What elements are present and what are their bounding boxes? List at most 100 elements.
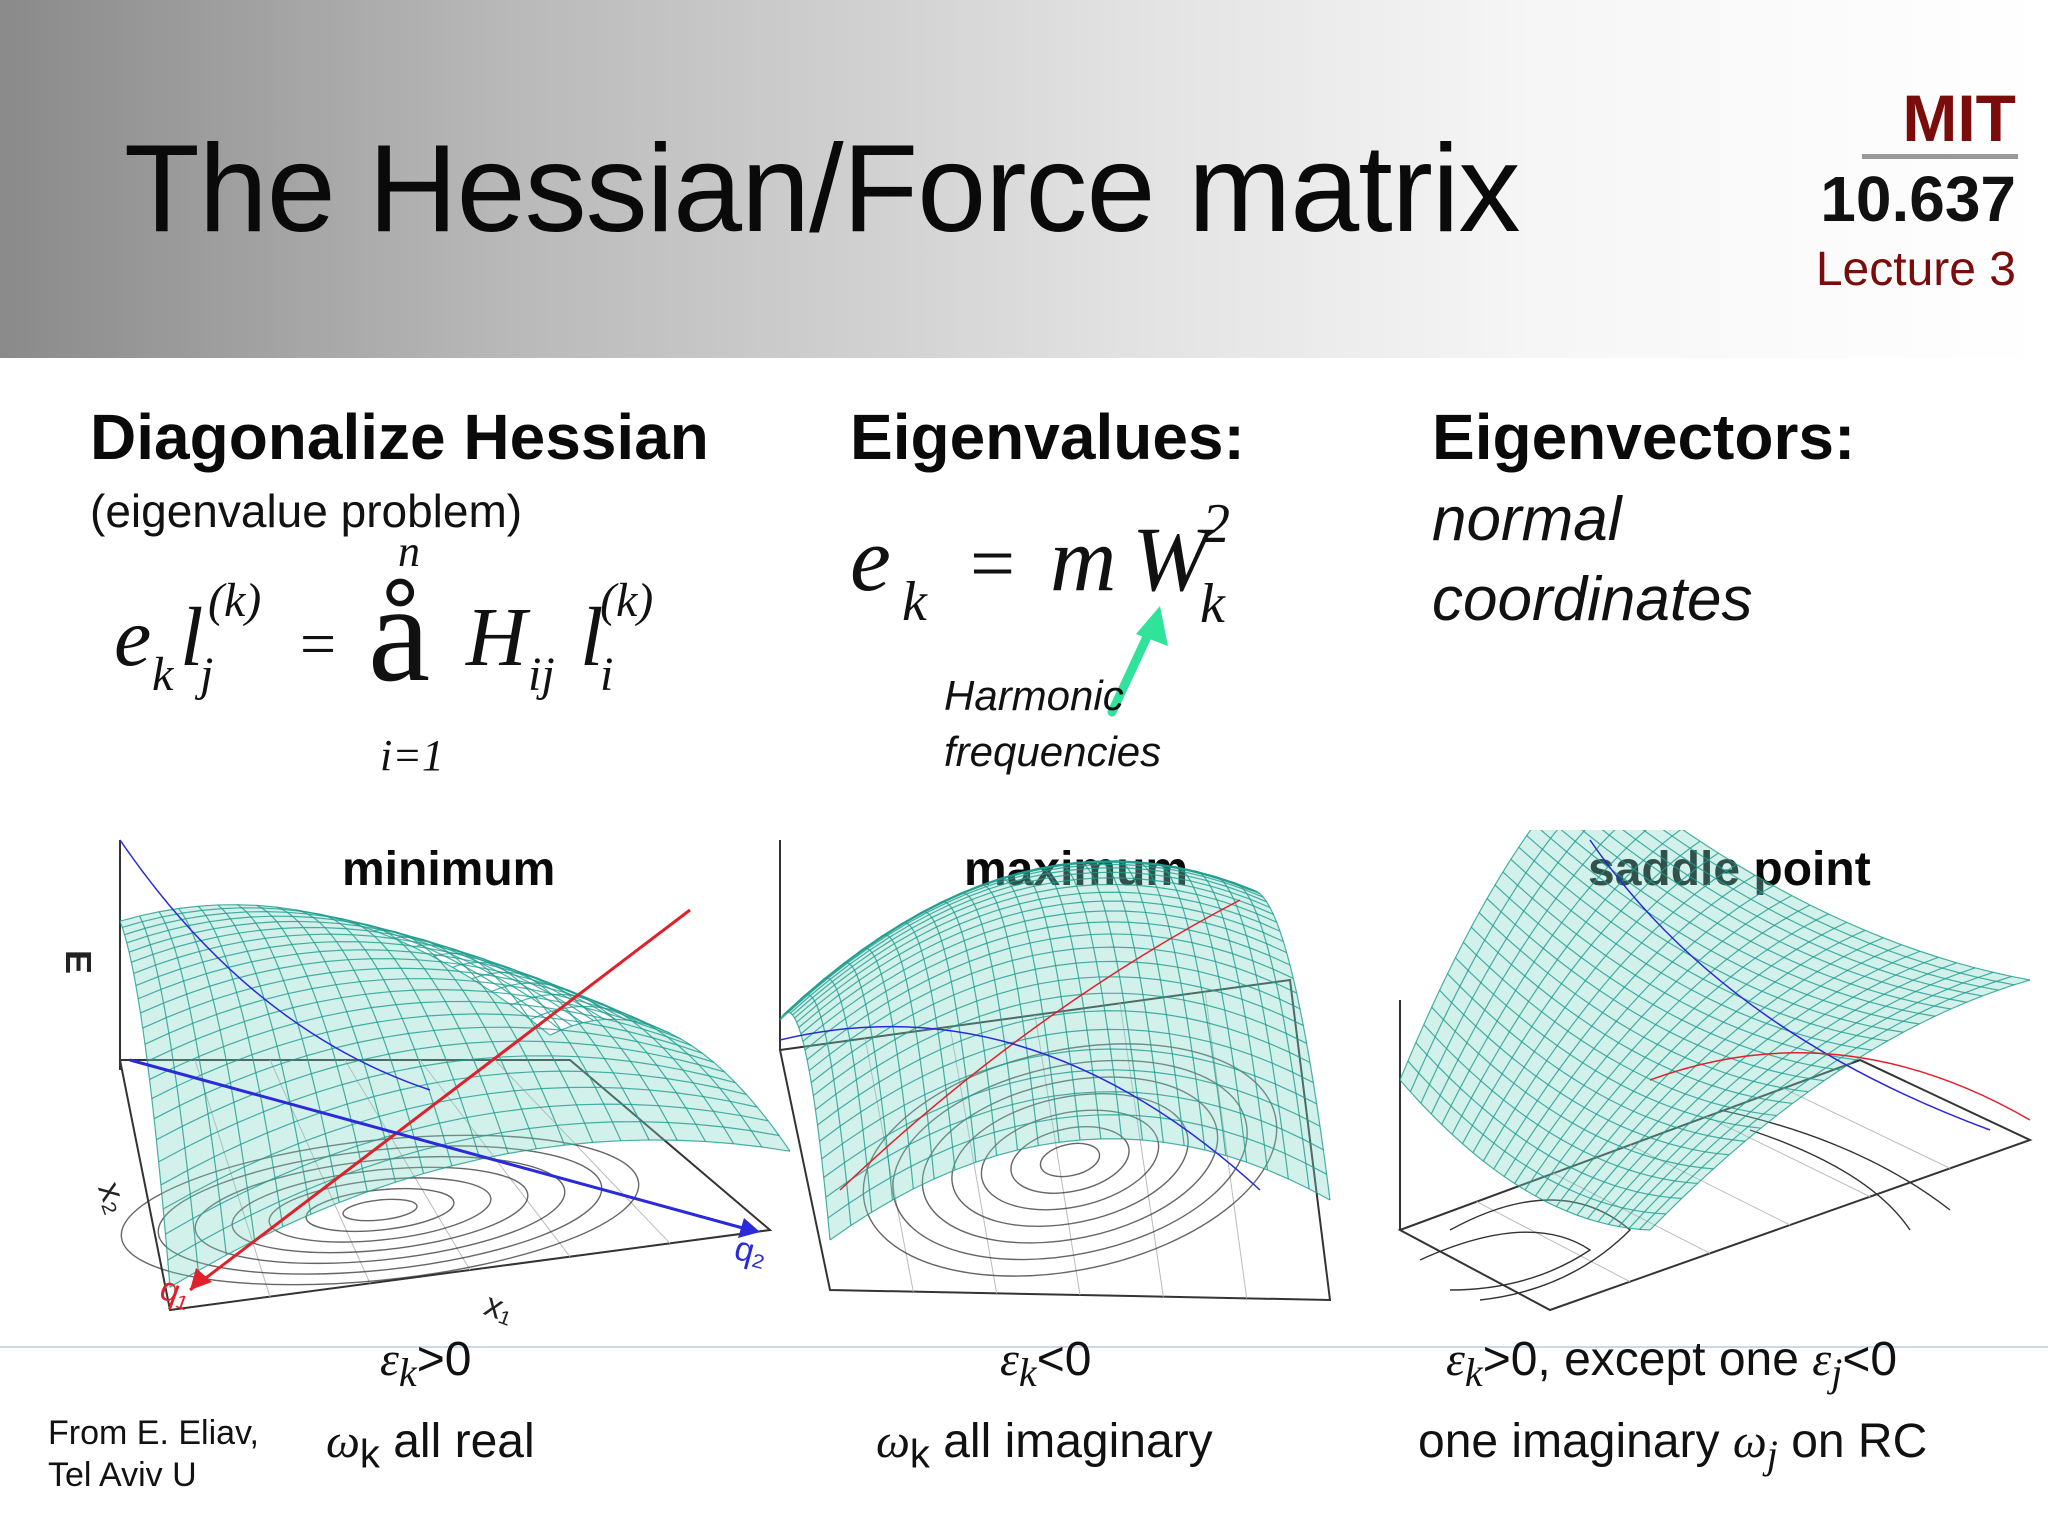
saddle-contour <box>1449 1199 1632 1301</box>
saddle-mesh-line <box>1639 975 2012 1230</box>
saddle-mesh-line <box>1545 921 1847 1202</box>
max-mesh-line <box>806 933 1294 1061</box>
min-floor-grid <box>344 1059 471 1271</box>
eq2-W-sub: k <box>1200 573 1226 635</box>
min-mesh-line <box>167 1121 780 1261</box>
max-mesh-line <box>815 992 1307 1111</box>
max-mesh-line <box>792 871 1271 1016</box>
min-mesh-line <box>140 958 649 1026</box>
saddle-mesh-line <box>1618 967 1976 1227</box>
min-mesh-line <box>156 1040 725 1141</box>
saddle-contour <box>1749 1129 1911 1231</box>
max-curve-red <box>839 899 1241 1191</box>
q2-arrowhead <box>738 1218 760 1238</box>
cond3-eps2: ε <box>1812 1333 1832 1386</box>
max-contour <box>951 1092 1189 1228</box>
eigenvalue-equation: e k l j (k) = å n i=1 H ij l i (k) <box>114 530 653 780</box>
min-mesh-line <box>131 926 605 1020</box>
max-mesh-line <box>804 921 1291 1051</box>
max-mesh-line <box>794 877 1274 1019</box>
eq2-m: m <box>1050 508 1116 610</box>
saddle-mesh-line <box>1482 863 1737 1162</box>
cond3-eps-sub: k <box>1464 1349 1483 1395</box>
eq-sum-symbol: å <box>368 556 430 711</box>
harmonic-frequency-equation: e k = m W 2 k <box>850 493 1230 635</box>
cond1-relation: >0 <box>416 1333 472 1386</box>
eq-equals: = <box>300 608 336 679</box>
cond3-relation: >0, except one <box>1482 1333 1813 1386</box>
min-mesh-line <box>149 1000 693 1080</box>
max-mesh-line <box>802 910 1287 1042</box>
min-floor-grid <box>194 1059 271 1297</box>
saddle-frequency-condition: one imaginary ωj on RC <box>1418 1414 1927 1478</box>
saddle-mesh-line <box>1399 830 1532 1081</box>
saddle-mesh-line <box>1576 944 1902 1216</box>
saddle-surface-mesh <box>1397 830 2033 1312</box>
saddle-mesh-line <box>1430 830 1616 1115</box>
eq-l2-sub: i <box>600 648 613 701</box>
saddle-mesh-line <box>1461 840 1701 1145</box>
min-contour <box>268 1177 492 1243</box>
saddle-mesh-line <box>1441 830 1648 1125</box>
max-mesh-line <box>790 867 1267 1014</box>
axis-q2-label: q₂ <box>731 1229 772 1274</box>
eq2-equals: = <box>970 520 1015 608</box>
minimum-frequency-condition: ωk all real <box>326 1414 535 1478</box>
saddle-curve-red <box>1649 1052 2031 1121</box>
max-floor <box>778 978 1332 1302</box>
eq2-W-sup: 2 <box>1202 493 1230 555</box>
max-contour <box>1039 1142 1101 1178</box>
minimum-surface-plot: E x₂ x₁ q₁ q₂ <box>58 839 790 1330</box>
cond3-omega-text: on RC <box>1777 1415 1928 1468</box>
eq-l2-sup: (k) <box>600 574 653 627</box>
credit-line1: From E. Eliav, <box>48 1414 259 1452</box>
minimum-eigenvalue-condition: εk>0 <box>380 1332 471 1396</box>
min-mesh-line <box>126 915 584 1024</box>
slide-title: The Hessian/Force matrix <box>124 120 1521 258</box>
saddle-mesh-line <box>1566 937 1884 1212</box>
max-mesh-line <box>808 946 1297 1072</box>
harmonic-frequencies-note: Harmonic frequencies <box>944 668 1161 780</box>
cond3-eps: ε <box>1446 1333 1465 1386</box>
cond1-eps: ε <box>380 1333 399 1386</box>
eigenvectors-line1: normal <box>1432 485 1622 554</box>
min-floor-grid <box>419 1059 571 1257</box>
eq-sum-top: n <box>398 530 420 576</box>
max-surface-fill <box>780 861 1330 1240</box>
diagonalize-subheading: (eigenvalue problem) <box>90 485 523 537</box>
saddle-curve-blue <box>1589 839 1991 1131</box>
max-mesh-line <box>810 960 1301 1083</box>
max-mesh-line <box>783 860 1257 1015</box>
harmonic-arrow-icon <box>1107 606 1168 717</box>
cond3-omega-sub: j <box>1766 1431 1778 1477</box>
saddle-mesh-line <box>1607 962 1957 1225</box>
min-mesh-line <box>151 1013 703 1100</box>
cond2-omega-sub: k <box>909 1432 930 1477</box>
maximum-surface-plot <box>778 840 1332 1302</box>
eq-H: H <box>465 591 531 684</box>
min-mesh-line <box>162 1086 758 1210</box>
max-mesh-line <box>827 1114 1327 1219</box>
max-mesh-line <box>785 861 1261 1013</box>
max-curve-blue <box>779 1025 1261 1191</box>
saddle-mesh-line <box>1493 874 1756 1170</box>
saddle-eigenvalue-condition: εk>0, except one εj<0 <box>1446 1332 1897 1396</box>
saddle-contour <box>1419 1231 1592 1291</box>
saddle-mesh-line <box>1587 950 1921 1220</box>
eigenvectors-heading: Eigenvectors: <box>1432 401 1856 473</box>
saddle-mesh-line <box>1472 852 1719 1153</box>
min-mesh-line <box>153 1026 714 1120</box>
max-mesh-line <box>819 1028 1314 1142</box>
saddle-mesh-line <box>1451 830 1682 1135</box>
min-mesh-line <box>169 1139 790 1288</box>
saddle-floor-grid <box>1553 1172 1711 1254</box>
saddle-mesh-line <box>1409 830 1558 1093</box>
saddle-mesh-line <box>1628 971 1994 1229</box>
cond2-omega-text: all imaginary <box>929 1415 1213 1468</box>
saddle-mesh-line <box>1555 929 1866 1207</box>
axis-x2-label: x₂ <box>90 1177 136 1218</box>
min-mesh-line <box>165 1103 769 1235</box>
cond1-omega: ω <box>326 1415 360 1468</box>
cond1-omega-text: all real <box>379 1415 535 1468</box>
credit-line2: Tel Aviv U <box>48 1456 197 1494</box>
